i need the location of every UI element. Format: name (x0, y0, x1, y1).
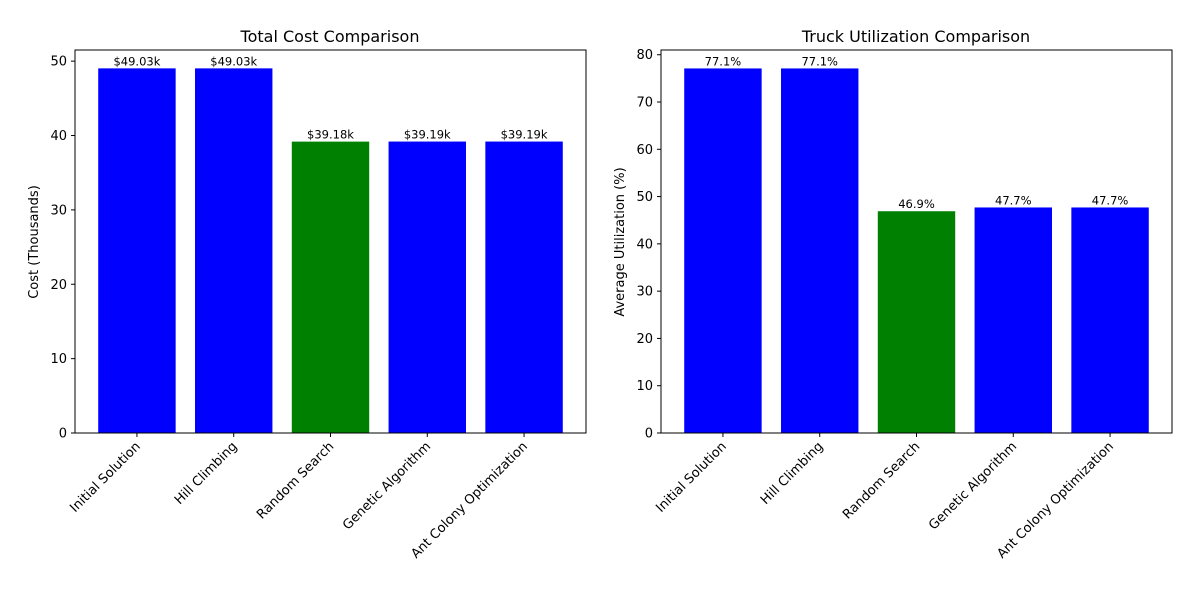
bar-value-label: $49.03k (210, 54, 257, 68)
bar-value-label: $39.19k (501, 128, 548, 142)
bar (195, 68, 273, 434)
bar (974, 207, 1052, 433)
bar-value-label: $39.19k (404, 128, 451, 142)
bar-value-label: 77.1% (801, 54, 838, 68)
bar (684, 68, 762, 433)
chart-title: Total Cost Comparison (240, 27, 420, 46)
bar-labels: 77.1% 77.1% 46.9% 47.7% 47.7% (705, 54, 1129, 211)
y-tick-label: 80 (636, 48, 653, 63)
bar (877, 211, 956, 433)
y-tick-label: 0 (645, 427, 653, 442)
bar-value-label: 77.1% (705, 54, 742, 68)
y-tick-label: 0 (59, 427, 67, 442)
y-tick-label: 30 (50, 203, 67, 218)
bar-value-label: 46.9% (898, 197, 935, 211)
y-axis-label: Cost (Thousands) (27, 185, 42, 299)
bar-value-label: 47.7% (995, 193, 1032, 207)
y-tick-label: 10 (636, 379, 653, 394)
bar (98, 68, 176, 434)
bar-value-label: 47.7% (1092, 193, 1129, 207)
y-tick-label: 20 (50, 278, 67, 293)
y-ticks: 0 10 20 30 40 50 60 70 80 (636, 48, 661, 442)
y-tick-label: 20 (636, 332, 653, 347)
y-tick-label: 50 (636, 190, 653, 205)
y-tick-label: 50 (50, 55, 67, 70)
bar (485, 141, 563, 434)
y-tick-label: 40 (50, 129, 67, 144)
bar-value-label: $49.03k (113, 54, 160, 68)
y-tick-label: 40 (636, 237, 653, 252)
y-ticks: 0 10 20 30 40 50 (50, 55, 75, 442)
bar (781, 68, 859, 433)
y-tick-label: 10 (50, 352, 67, 367)
y-tick-label: 30 (636, 285, 653, 300)
bar (1071, 207, 1149, 433)
chart-title: Truck Utilization Comparison (801, 27, 1030, 46)
bars (98, 68, 563, 434)
y-tick-label: 70 (636, 96, 653, 111)
y-axis-label: Average Utilization (%) (613, 167, 628, 316)
bar-labels: $49.03k $49.03k $39.18k $39.19k $39.19k (113, 54, 547, 141)
bars (684, 68, 1149, 433)
bar-value-label: $39.18k (307, 128, 354, 142)
bar (388, 141, 466, 434)
bar (291, 141, 370, 433)
y-tick-label: 60 (636, 143, 653, 158)
